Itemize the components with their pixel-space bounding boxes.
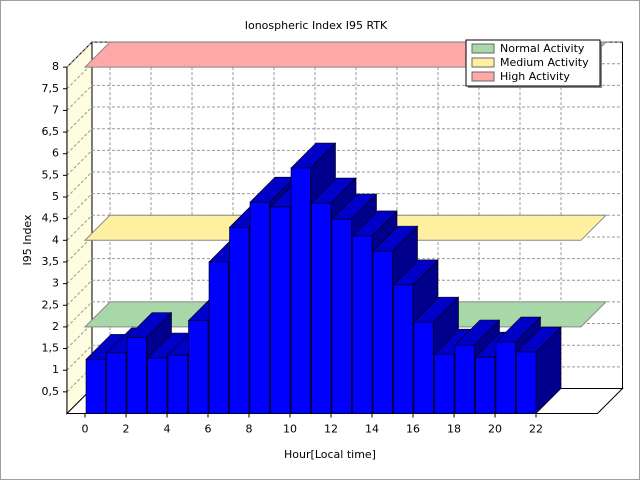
x-tick-label: 8	[246, 423, 253, 436]
grid-line	[66, 301, 93, 328]
grid-line	[66, 85, 93, 111]
legend-label: Normal Activity	[500, 42, 585, 55]
grid-line	[66, 279, 93, 306]
x-tick-label: 2	[123, 423, 130, 436]
y-tick-label: 6	[52, 147, 59, 160]
y-tick-label: 7,5	[41, 82, 59, 95]
bar	[85, 359, 106, 414]
grid-line	[66, 236, 93, 263]
y-tick-label: 2,5	[41, 298, 59, 311]
bar	[352, 235, 373, 414]
x-tick-label: 14	[365, 423, 379, 436]
y-tick-label: 5,5	[41, 168, 59, 181]
bar	[495, 341, 516, 414]
bar	[229, 227, 250, 414]
x-tick-label: 4	[164, 423, 171, 436]
bar	[413, 321, 434, 414]
y-tick-label: 3	[52, 277, 59, 290]
bar	[454, 344, 475, 414]
grid-line	[66, 171, 93, 198]
y-tick-label: 4,5	[41, 212, 59, 225]
y-tick-label: 7	[52, 103, 59, 116]
legend-label: Medium Activity	[500, 56, 589, 69]
y-tick-label: 0,5	[41, 385, 59, 398]
bar	[516, 351, 537, 414]
grid-line	[66, 106, 93, 133]
grid-line	[66, 366, 93, 393]
bar	[208, 261, 229, 414]
x-tick-label: 0	[82, 423, 89, 436]
bar	[106, 352, 127, 414]
grid-line	[66, 193, 93, 220]
x-axis-label: Hour[Local time]	[284, 448, 376, 461]
legend-swatch	[471, 43, 495, 54]
grid-line	[66, 344, 93, 371]
y-tick-label: 8	[52, 60, 59, 73]
y-tick-label: 4	[52, 233, 59, 246]
y-tick-label: 3,5	[41, 255, 59, 268]
bar	[331, 218, 352, 414]
y-tick-label: 6,5	[41, 125, 59, 138]
legend-label: High Activity	[500, 70, 570, 83]
plot: 0,5 1 1,5 2 2,5 3 3,5 4 4,5 5 5,5 6 6,5 7 7,5 8 0 2 4 6 8 10 1…	[41, 39, 624, 436]
grid-line	[66, 258, 93, 284]
bar	[126, 337, 147, 414]
bar	[167, 354, 188, 414]
x-tick-label: 12	[324, 423, 338, 436]
grid-line	[66, 63, 93, 90]
bar	[311, 202, 332, 414]
grid-line	[66, 149, 93, 176]
y-tick-label: 5	[52, 190, 59, 203]
y-axis-label: I95 Index	[21, 214, 34, 266]
bar	[270, 206, 291, 414]
y-tick-label: 2	[52, 320, 59, 333]
x-tick-label: 22	[529, 423, 543, 436]
x-tick-label: 16	[406, 423, 420, 436]
bar	[393, 284, 414, 414]
grid-line	[66, 41, 93, 68]
bar	[147, 357, 168, 414]
x-tick-label: 6	[205, 423, 212, 436]
grid-line	[66, 214, 93, 241]
legend-swatch	[471, 57, 495, 68]
x-tick-label: 10	[283, 423, 297, 436]
bar	[290, 167, 311, 414]
legend-swatch	[471, 71, 495, 82]
y-tick-label: 1	[52, 363, 59, 376]
grid-line	[66, 128, 93, 155]
chart-title: Ionospheric Index I95 RTK	[245, 19, 388, 32]
x-tick-label: 20	[488, 423, 502, 436]
grid-line	[66, 323, 93, 349]
bar	[372, 250, 393, 414]
y-tick-label: 1,5	[41, 342, 59, 355]
bar	[249, 201, 270, 414]
bar	[475, 356, 496, 414]
bar	[188, 320, 209, 414]
x-tick-label: 18	[447, 423, 461, 436]
bar	[434, 353, 455, 414]
